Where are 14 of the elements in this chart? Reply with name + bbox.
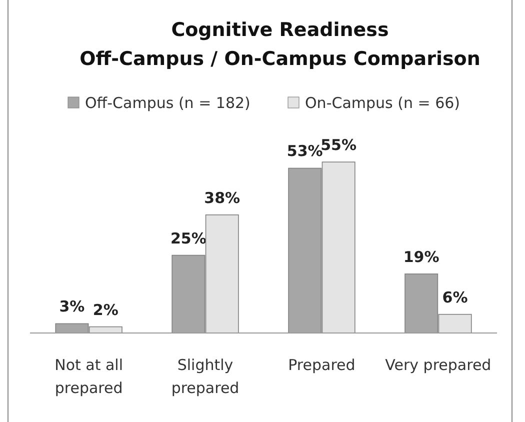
legend-label: On-Campus (n = 66) [305, 94, 460, 112]
data-label: 6% [442, 288, 468, 306]
legend-label: Off-Campus (n = 182) [85, 94, 250, 112]
data-label: 2% [92, 300, 118, 319]
x-tick-label: Not at all prepared [54, 356, 124, 397]
data-label: 53% [286, 142, 323, 160]
chart-title: Cognitive Readiness Off-Campus / On-Campus Comparison [80, 19, 480, 70]
data-label: 19% [403, 248, 440, 266]
data-label: 38% [204, 188, 240, 207]
x-tick-label: Very prepared [385, 356, 492, 374]
data-label: 25% [170, 229, 206, 248]
x-tick-label: Slightly prepared [171, 356, 240, 397]
x-tick-label: Prepared [288, 356, 356, 374]
data-label: 3% [59, 298, 85, 316]
